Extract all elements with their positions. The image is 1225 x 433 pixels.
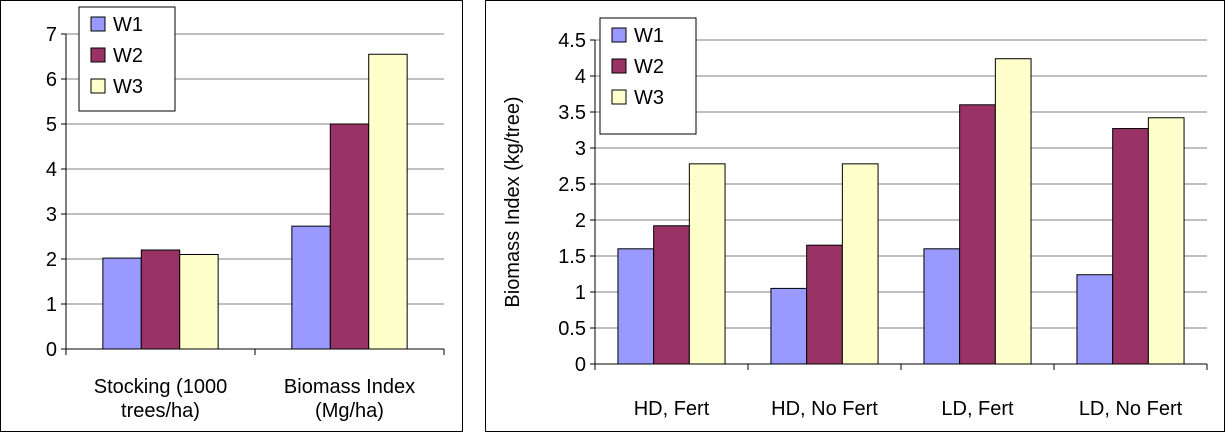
bar-w2-1 [806, 244, 843, 365]
y-tick-label: 3 [46, 204, 57, 226]
y-tick-label: 3 [575, 138, 586, 160]
bar-w2-0 [140, 249, 181, 350]
bar-w1-3 [1076, 274, 1114, 365]
y-tick-label: 0.5 [558, 318, 586, 340]
right-bar-chart: 0 0.5 1 1.5 2 2.5 3 3.5 4 4.5 HD, Fert HD, No Fert L… [502, 17, 1208, 420]
legend-swatch-w2 [611, 58, 627, 74]
y-tick-label: 2 [46, 249, 57, 271]
x-category-label: HD, Fert [634, 398, 710, 420]
y-tick-label: 4 [46, 159, 57, 181]
y-tick-label: 1.5 [558, 246, 586, 268]
bar-w1-0 [102, 257, 142, 350]
y-tick-label: 4.5 [558, 30, 586, 52]
x-category-label: Stocking (1000 [94, 376, 227, 398]
bar-w2-1 [329, 123, 370, 350]
legend-label-w2: W2 [634, 56, 664, 78]
bar-w1-1 [291, 225, 331, 350]
x-category-label: trees/ha) [121, 400, 200, 422]
x-category-label: LD, Fert [941, 398, 1014, 420]
legend-label-w1: W1 [113, 14, 143, 36]
bar-w2-3 [1112, 128, 1149, 365]
x-category-label: (Mg/ha) [315, 400, 384, 422]
y-tick-label: 7 [46, 24, 57, 46]
y-tick-label: 1 [575, 282, 586, 304]
legend-label-w3: W3 [634, 87, 664, 109]
x-category-label: HD, No Fert [771, 398, 878, 420]
right-chart-panel: 0 0.5 1 1.5 2 2.5 3 3.5 4 4.5 HD, Fert HD, No Fert L… [485, 0, 1225, 432]
left-chart-panel: 0 1 2 3 4 5 6 7 Stocking (1000 trees/ha) Biomass I… [0, 0, 463, 432]
legend-swatch-w3 [90, 78, 106, 94]
y-tick-label: 2 [575, 210, 586, 232]
legend-label-w2: W2 [113, 45, 143, 67]
bar-w1-2 [923, 248, 961, 365]
legend-swatch-w3 [611, 89, 627, 105]
bar-w3-0 [179, 254, 219, 350]
bar-w3-0 [688, 163, 726, 365]
bar-w3-2 [994, 58, 1032, 365]
bar-w1-1 [770, 287, 808, 365]
y-tick-label: 6 [46, 69, 57, 91]
y-tick-label: 0 [46, 339, 57, 361]
y-axis-title: Biomass Index (kg/tree) [502, 96, 524, 307]
legend-swatch-w1 [90, 16, 106, 32]
legend-label-w3: W3 [113, 76, 143, 98]
y-tick-label: 5 [46, 114, 57, 136]
bar-w3-3 [1147, 117, 1185, 365]
x-category-label: Biomass Index [284, 376, 415, 398]
bar-w3-1 [368, 53, 408, 350]
legend-swatch-w2 [90, 47, 106, 63]
bar-w2-0 [653, 225, 690, 365]
y-tick-label: 2.5 [558, 174, 586, 196]
legend-swatch-w1 [611, 27, 627, 43]
x-category-label: LD, No Fert [1079, 398, 1183, 420]
y-tick-label: 4 [575, 66, 586, 88]
y-tick-label: 0 [575, 354, 586, 376]
y-tick-label: 1 [46, 294, 57, 316]
bar-w3-1 [841, 163, 879, 365]
bar-w2-2 [959, 104, 996, 365]
y-tick-label: 3.5 [558, 102, 586, 124]
bar-w1-0 [617, 248, 655, 365]
legend-label-w1: W1 [634, 25, 664, 47]
